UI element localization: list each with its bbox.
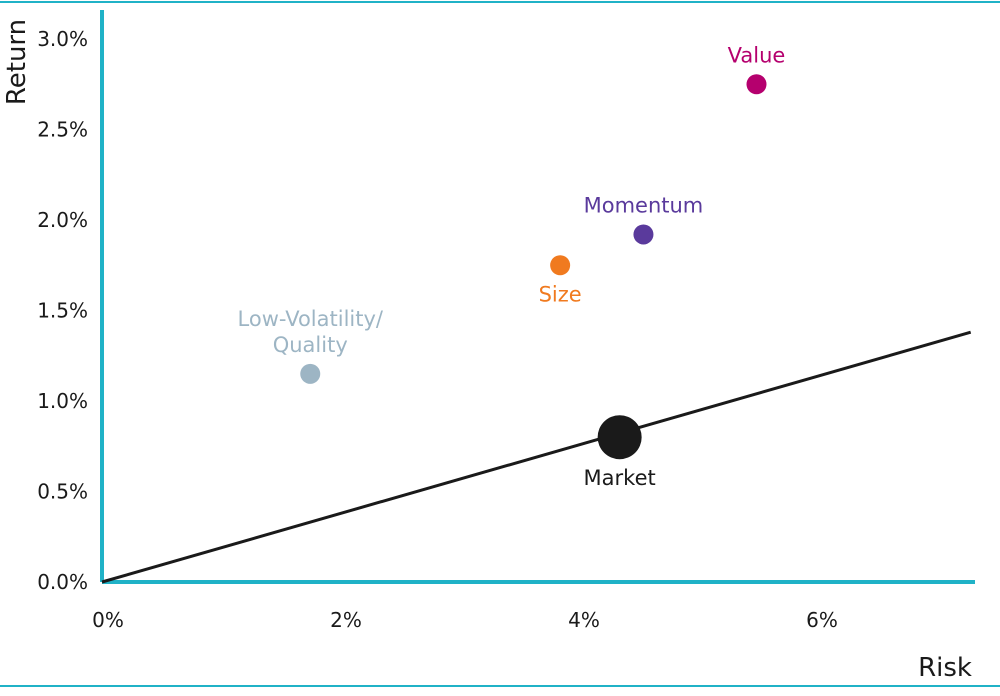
x-tick-label: 2% bbox=[330, 608, 362, 632]
x-axis-title: Risk bbox=[918, 653, 972, 683]
y-tick-label: 0.5% bbox=[37, 480, 88, 504]
point-size bbox=[550, 255, 571, 276]
market-line bbox=[101, 330, 972, 584]
point-low-volatility-quality bbox=[300, 363, 321, 384]
y-tick-label: 3.0% bbox=[37, 27, 88, 51]
point-label-value: Value bbox=[728, 43, 786, 67]
y-axis-title: Return bbox=[2, 19, 32, 105]
point-label-line: Quality bbox=[273, 333, 348, 357]
x-tick-label: 4% bbox=[568, 608, 600, 632]
y-tick-label: 1.5% bbox=[37, 299, 88, 323]
point-label-line: Value bbox=[728, 43, 786, 67]
data-points: Value Momentum Size Low-Volatility/Quality M… bbox=[238, 43, 786, 490]
point-label-line: Momentum bbox=[584, 193, 704, 217]
point-label-line: Low-Volatility/ bbox=[238, 307, 384, 331]
y-tick-label: 0.0% bbox=[37, 570, 88, 594]
point-label-line: Size bbox=[539, 282, 582, 306]
point-value bbox=[746, 74, 767, 95]
point-momentum bbox=[633, 224, 654, 245]
y-tick-label: 1.0% bbox=[37, 389, 88, 413]
y-tick-label: 2.0% bbox=[37, 208, 88, 232]
point-market bbox=[597, 415, 642, 460]
point-label-market: Market bbox=[584, 466, 656, 490]
point-label-line: Market bbox=[584, 466, 656, 490]
y-tick-label: 2.5% bbox=[37, 118, 88, 142]
x-tick-label: 0% bbox=[92, 608, 124, 632]
point-label-momentum: Momentum bbox=[584, 193, 704, 217]
tick-labels: 0.0% 0.5% 1.0% 1.5% 2.0% 2.5% 3.0% 0% 2% 4% 6% bbox=[37, 27, 838, 632]
x-tick-label: 6% bbox=[806, 608, 838, 632]
point-label-size: Size bbox=[539, 282, 582, 306]
point-label-low-volatility-quality: Low-Volatility/Quality bbox=[238, 307, 384, 357]
